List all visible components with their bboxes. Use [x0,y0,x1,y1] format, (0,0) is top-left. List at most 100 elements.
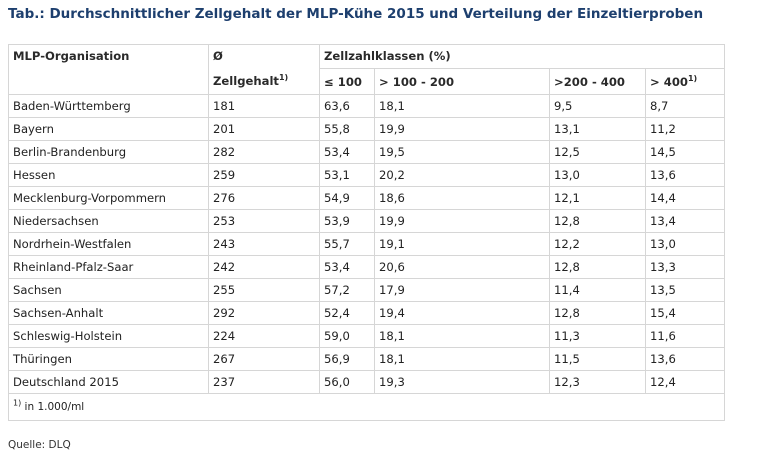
row-value: 13,4 [644,209,726,233]
row-organisation: Sachsen [8,278,209,302]
row-value: 13,0 [549,163,646,187]
row-organisation: Bayern [8,117,209,141]
header-class-gt-400: > 4001) [644,68,726,95]
footnote-cell: 1) in 1.000/ml [7,393,726,421]
table-title: Tab.: Durchschnittlicher Zellgehalt der … [8,6,704,22]
row-value: 12,2 [549,232,646,256]
row-value: 52,4 [319,301,375,325]
row-value: 55,7 [319,232,375,256]
data-table: MLP-Organisation Ø Zellzahlklassen (%) Z… [7,44,726,421]
header-average-symbol: Ø [208,44,320,69]
row-value: 15,4 [644,301,726,325]
row-organisation: Hessen [8,163,209,187]
footnote-row: 1) in 1.000/ml [7,393,726,421]
row-organisation: Nordrhein-Westfalen [8,232,209,256]
header-class-200-400: >200 - 400 [549,68,646,95]
row-organisation: Berlin-Brandenburg [8,140,209,164]
row-value: 19,1 [374,232,550,256]
row-value: 19,3 [374,370,550,394]
source-note: Quelle: DLQ [8,439,71,451]
row-value: 19,4 [374,301,550,325]
row-value: 14,5 [644,140,726,164]
row-organisation: Baden-Württemberg [8,94,209,118]
row-value: 8,7 [644,94,726,118]
header-row-2: Zellgehalt1) ≤ 100 > 100 - 200 >200 - 40… [8,68,726,95]
row-organisation: Niedersachsen [8,209,209,233]
row-value: 13,5 [644,278,726,302]
row-value: 53,9 [319,209,375,233]
row-value: 11,6 [644,324,726,348]
header-row-1: MLP-Organisation Ø Zellzahlklassen (%) [8,44,726,69]
row-value: 20,2 [374,163,550,187]
row-value: 267 [208,347,320,371]
row-value: 53,1 [319,163,375,187]
row-organisation: Rheinland-Pfalz-Saar [8,255,209,279]
header-class-le-100: ≤ 100 [319,68,375,95]
table-row: Mecklenburg-Vorpommern 276 54,9 18,6 12,1 14,… [8,186,726,210]
row-value: 19,9 [374,117,550,141]
row-value: 11,3 [549,324,646,348]
row-value: 259 [208,163,320,187]
row-value: 181 [208,94,320,118]
row-value: 276 [208,186,320,210]
row-organisation: Sachsen-Anhalt [8,301,209,325]
row-value: 54,9 [319,186,375,210]
row-value: 292 [208,301,320,325]
row-value: 12,1 [549,186,646,210]
row-value: 224 [208,324,320,348]
row-value: 201 [208,117,320,141]
row-value: 53,4 [319,140,375,164]
row-value: 57,2 [319,278,375,302]
footnote-mark: 1) [13,398,22,408]
row-value: 9,5 [549,94,646,118]
header-cell-content-footnote-mark: 1) [278,73,289,83]
row-value: 59,0 [319,324,375,348]
table-row: Bayern 201 55,8 19,9 13,1 11,2 [8,117,726,141]
header-cell-content: Zellgehalt1) [208,68,320,95]
table-row: Deutschland 2015 237 56,0 19,3 12,3 12,4 [8,370,726,394]
row-value: 18,1 [374,324,550,348]
row-value: 55,8 [319,117,375,141]
row-value: 13,1 [549,117,646,141]
table-row: Thüringen 267 56,9 18,1 11,5 13,6 [8,347,726,371]
row-value: 12,4 [644,370,726,394]
row-value: 19,5 [374,140,550,164]
row-value: 14,4 [644,186,726,210]
row-value: 13,6 [644,163,726,187]
row-value: 282 [208,140,320,164]
row-value: 13,3 [644,255,726,279]
row-organisation: Thüringen [8,347,209,371]
table-row: Sachsen 255 57,2 17,9 11,4 13,5 [8,278,726,302]
row-value: 12,8 [549,301,646,325]
row-value: 63,6 [319,94,375,118]
row-organisation: Schleswig-Holstein [8,324,209,348]
table-row: Nordrhein-Westfalen 243 55,7 19,1 12,2 13,0 [8,232,726,256]
row-value: 19,9 [374,209,550,233]
table-row: Baden-Württemberg 181 63,6 18,1 9,5 8,7 [8,94,726,118]
row-value: 255 [208,278,320,302]
table-row: Rheinland-Pfalz-Saar 242 53,4 20,6 12,8 13,3 [8,255,726,279]
row-value: 18,6 [374,186,550,210]
row-value: 13,6 [644,347,726,371]
row-organisation: Mecklenburg-Vorpommern [8,186,209,210]
row-value: 13,0 [644,232,726,256]
row-value: 12,8 [549,209,646,233]
row-value: 237 [208,370,320,394]
header-class-gt-400-footnote-mark: 1) [687,73,698,83]
header-cell-count-classes: Zellzahlklassen (%) [318,44,726,69]
row-value: 56,9 [319,347,375,371]
header-organisation-spacer [8,68,209,95]
table-body: MLP-Organisation Ø Zellzahlklassen (%) Z… [7,44,726,421]
row-value: 56,0 [319,370,375,394]
row-value: 12,8 [549,255,646,279]
row-value: 53,4 [319,255,375,279]
row-value: 253 [208,209,320,233]
row-value: 12,5 [549,140,646,164]
table-row: Schleswig-Holstein 224 59,0 18,1 11,3 11,6 [8,324,726,348]
table-row: Hessen 259 53,1 20,2 13,0 13,6 [8,163,726,187]
row-value: 242 [208,255,320,279]
row-value: 11,4 [549,278,646,302]
row-value: 18,1 [374,347,550,371]
header-class-gt-400-label: > 400 [650,74,688,89]
row-value: 18,1 [374,94,550,118]
